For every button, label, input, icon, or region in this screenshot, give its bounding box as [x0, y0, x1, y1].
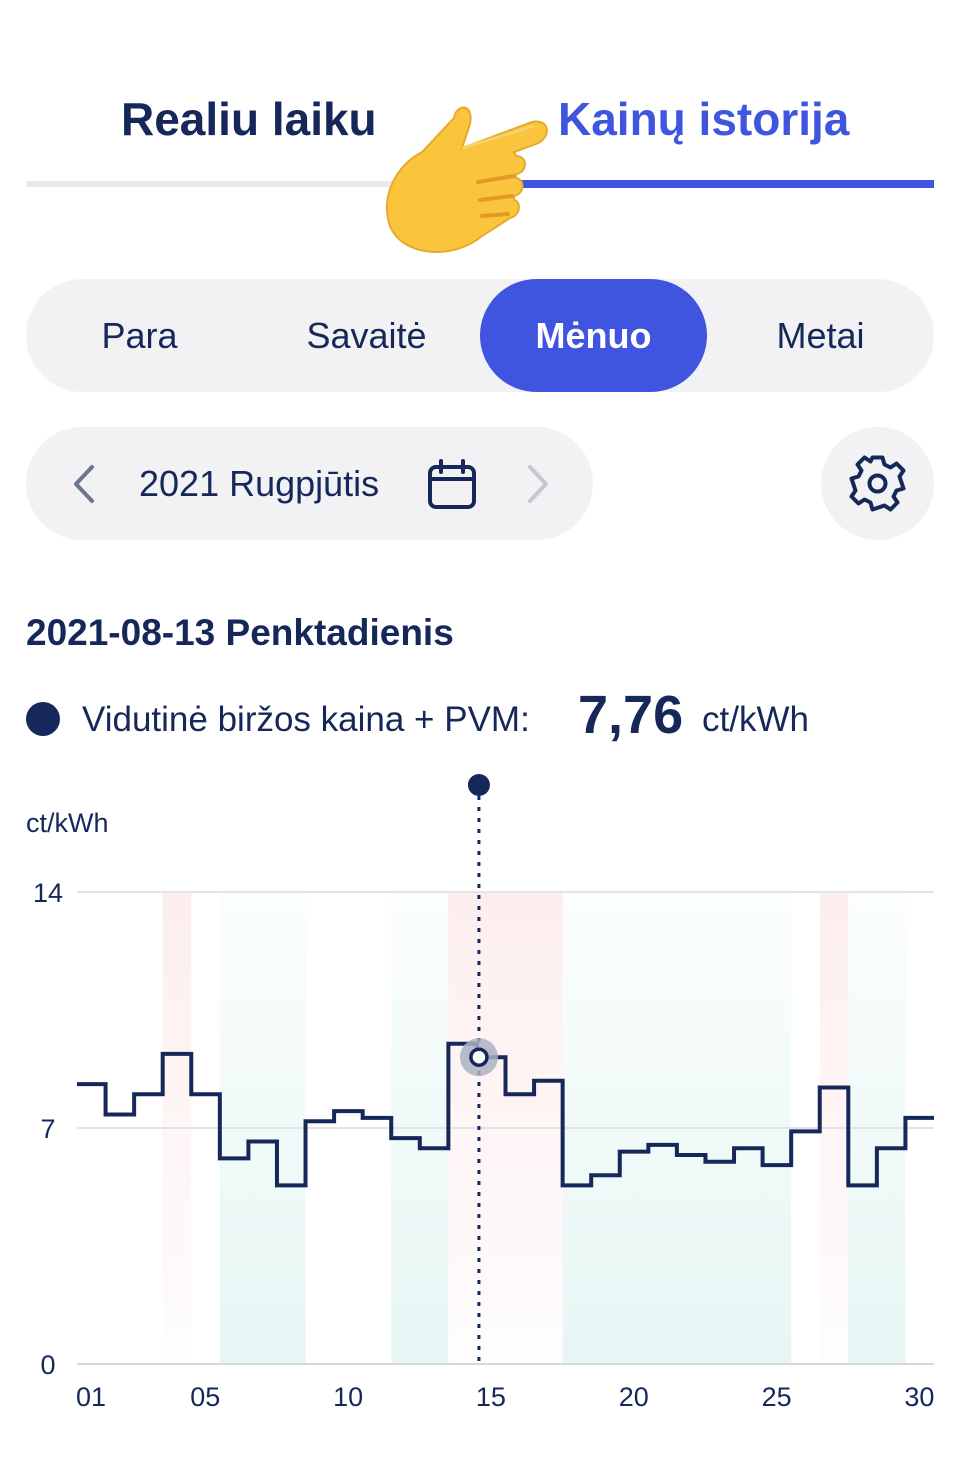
tab-price-history[interactable]: Kainų istorija: [558, 93, 850, 145]
period-month-button[interactable]: Mėnuo: [480, 279, 707, 392]
y-tick-label: 7: [40, 1114, 55, 1144]
selected-point: [469, 1047, 489, 1067]
x-tick-label: 20: [619, 1382, 649, 1412]
settings-button[interactable]: [821, 427, 934, 540]
legend-label: Vidutinė biržos kaina + PVM:: [82, 700, 530, 739]
current-month-label: 2021 Rugpjūtis: [139, 463, 380, 504]
chevron-left-icon[interactable]: [64, 461, 104, 507]
y-axis-label: ct/kWh: [26, 808, 109, 838]
x-tick-label: 10: [333, 1382, 363, 1412]
gear-icon: [849, 455, 906, 512]
x-tick-label: 25: [762, 1382, 792, 1412]
period-week-button[interactable]: Savaitė: [306, 315, 427, 356]
legend-dot: [26, 702, 60, 736]
calendar-icon[interactable]: [426, 459, 478, 511]
y-tick-label: 14: [33, 878, 63, 908]
pointing-hand-icon: [385, 106, 548, 253]
x-tick-label: 30: [904, 1382, 934, 1412]
price-value: 7,76: [578, 685, 684, 745]
x-tick-label: 01: [76, 1382, 106, 1412]
y-tick-label: 0: [40, 1350, 55, 1380]
price-chart[interactable]: 0 7 14 ct/kWh 01 05 10 15 20 25 30: [0, 760, 960, 1440]
x-tick-label: 05: [190, 1382, 220, 1412]
period-year-button[interactable]: Metai: [776, 315, 865, 356]
period-selector: Para Savaitė Mėnuo Metai: [26, 279, 934, 392]
tab-realtime[interactable]: Realiu laiku: [121, 93, 377, 145]
selected-day-title: 2021-08-13 Penktadienis: [26, 612, 454, 653]
x-tick-label: 15: [476, 1382, 506, 1412]
date-navigator: 2021 Rugpjūtis: [26, 427, 593, 540]
selected-day-cursor-dot: [467, 774, 490, 796]
chevron-right-icon[interactable]: [518, 461, 558, 507]
period-day-button[interactable]: Para: [101, 315, 178, 356]
price-step-line: [77, 1041, 934, 1188]
price-unit: ct/kWh: [702, 700, 809, 739]
tab-active-indicator: [496, 180, 934, 188]
